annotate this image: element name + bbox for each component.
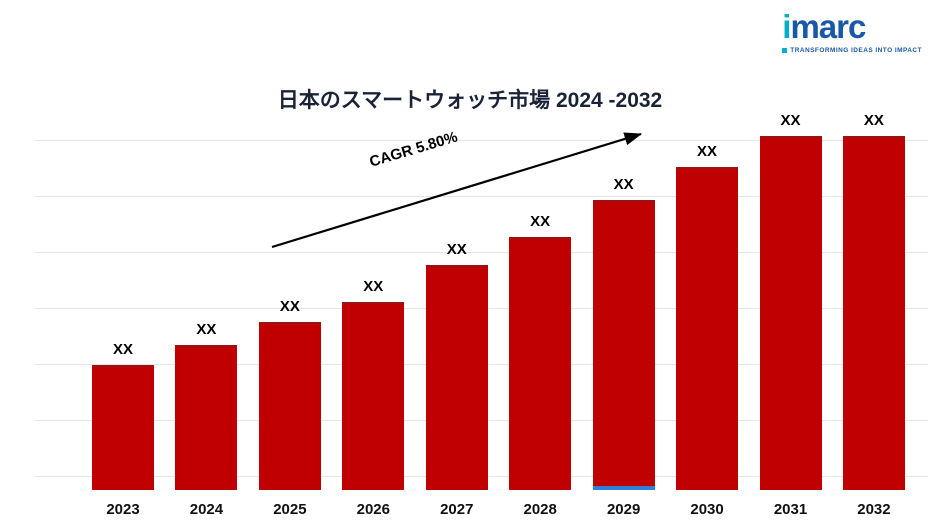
bar-2025 — [258, 321, 321, 490]
imarc-logo-i: i — [782, 8, 791, 45]
bar-2029 — [592, 200, 655, 490]
chart-title: 日本のスマートウォッチ市場 2024 -2032 — [277, 89, 663, 112]
axis-label-2023: 2023 — [106, 501, 140, 518]
axis-label-2024: 2024 — [189, 501, 224, 518]
imarc-tagline: TRANSFORMING IDEAS INTO IMPACT — [782, 47, 922, 54]
bar-2028 — [509, 237, 572, 490]
axis-label-2032: 2032 — [857, 501, 891, 518]
chart-area: XX 2023 XX 2024 XX 2025 XX 2026 XX — [35, 112, 928, 518]
bar-value-label: XX — [446, 241, 467, 259]
bar-value-label: XX — [196, 320, 217, 338]
axis-label-2029: 2029 — [606, 501, 641, 518]
bar-value-label: XX — [780, 112, 801, 129]
bar-2026 — [342, 302, 405, 490]
bar-group: XX 2028 — [509, 112, 572, 518]
bar-value-label: XX — [697, 143, 718, 161]
bar-value-label: XX — [613, 176, 634, 194]
bar-value-label: XX — [363, 278, 384, 296]
bar-value-label: XX — [279, 297, 300, 315]
bar-2027 — [425, 265, 488, 490]
axis-label-2026: 2026 — [356, 501, 390, 518]
imarc-logo: imarc TRANSFORMING IDEAS INTO IMPACT — [782, 8, 922, 54]
teal-square-icon — [782, 47, 788, 53]
imarc-logo-marc: marc — [790, 8, 866, 45]
imarc-tagline-text: TRANSFORMING IDEAS INTO IMPACT — [790, 46, 922, 54]
imarc-logo-text: imarc — [782, 8, 922, 45]
bar-group: XX 2031 — [759, 112, 822, 518]
bar-group: XX 2030 — [676, 112, 739, 518]
axis-label-2031: 2031 — [773, 501, 808, 518]
bar-2031 — [759, 136, 822, 490]
bar-2023 — [92, 364, 154, 490]
bar-group: XX 2023 — [92, 112, 154, 518]
bar-2030 — [676, 167, 739, 490]
bar-series: XX 2023 XX 2024 XX 2025 XX 2026 XX — [35, 112, 928, 518]
axis-label-2025: 2025 — [273, 501, 307, 518]
bar-group: XX 2025 — [258, 112, 321, 518]
gridline — [35, 251, 928, 253]
axis-label-2028: 2028 — [523, 501, 557, 518]
axis-label-2030: 2030 — [690, 501, 724, 518]
bar-value-label: XX — [863, 112, 884, 129]
bar-group: XX 2026 — [342, 112, 405, 518]
bar-2024 — [175, 344, 238, 490]
bar-value-label: XX — [530, 213, 551, 231]
bar-value-label: XX — [112, 340, 133, 358]
bar-group: XX 2024 — [175, 112, 238, 518]
bar-group: XX 2032 — [842, 112, 905, 518]
bar-2032 — [842, 136, 905, 490]
bar-group: XX 2027 — [425, 112, 488, 518]
axis-label-2027: 2027 — [440, 501, 474, 518]
bar-group: XX 2029 — [592, 112, 655, 518]
